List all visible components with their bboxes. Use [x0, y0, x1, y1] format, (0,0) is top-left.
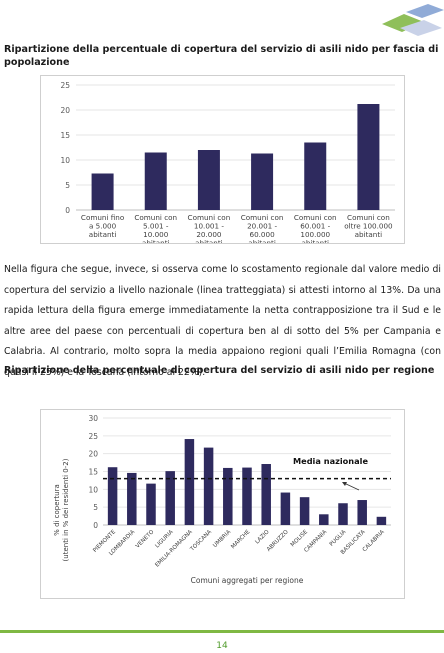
chart-population-bracket: 0 5 10 15 20 25 Comuni fino a 5.000 abitanti Comu… [40, 75, 405, 244]
bar [338, 503, 348, 525]
chart1-section-title: Ripartizione della percentuale di copert… [4, 44, 439, 68]
bar [127, 472, 137, 525]
logo [376, 0, 444, 40]
x-tick-label: Comuni con 20.001 -60.000 abitanti [241, 213, 284, 243]
x-tick-label: Comuni fino a 5.000 abitanti [81, 213, 124, 239]
bar [165, 471, 175, 525]
x-tick-label: Comuni con oltre 100.000 abitanti [344, 213, 393, 239]
y-tick-label: 15 [60, 131, 70, 140]
bar [144, 152, 167, 210]
bar [261, 464, 271, 525]
bar [357, 104, 380, 210]
y-tick-label: 10 [60, 156, 70, 165]
y-tick-label: 20 [88, 450, 98, 459]
bar [223, 467, 233, 525]
bar [280, 492, 291, 525]
bar [203, 447, 214, 525]
bar [91, 173, 114, 210]
footer-line [0, 630, 444, 633]
x-tick-label: VENETO [135, 529, 156, 550]
y-axis-title: % di copertura(utenti in % dei residenti… [53, 458, 70, 561]
reference-arrow-icon [343, 482, 360, 491]
bar [299, 497, 310, 525]
y-tick-label: 5 [65, 181, 70, 190]
x-tick-label: Comuni con 10.001 -20.000 abitanti [188, 213, 231, 243]
y-tick-label: 10 [88, 485, 98, 494]
bar [319, 514, 329, 525]
bar [376, 516, 387, 525]
x-tick-label: LAZIO [254, 529, 271, 546]
chart-region-coverage: 0 5 10 15 20 25 30 PIEMONTE LOMBARDIA VENETO LIGUR… [40, 409, 405, 599]
y-tick-label: 5 [93, 503, 98, 512]
bar [304, 142, 327, 210]
bar [146, 483, 156, 525]
chart-population-bracket-svg: 0 5 10 15 20 25 Comuni fino a 5.000 abitanti Comu… [60, 81, 395, 243]
x-axis-title: Comuni aggregati per regione [191, 576, 304, 585]
bar [242, 467, 252, 525]
x-tick-label: EMILIA-ROMAGNA [154, 529, 193, 569]
y-tick-label: 20 [60, 106, 70, 115]
bar [184, 439, 195, 525]
x-tick-label: PUGLIA [329, 529, 348, 548]
x-tick-label: Comuni con 5.001 -10.000 abitanti [134, 213, 177, 243]
y-tick-label: 25 [60, 81, 70, 90]
y-tick-label: 30 [88, 414, 98, 423]
reference-arrowhead-icon [342, 482, 347, 486]
page-number: 14 [216, 641, 228, 651]
body-paragraph: Nella figura che segue, invece, si osser… [4, 264, 441, 378]
x-tick-label: MARCHE [230, 529, 251, 550]
bar [357, 500, 367, 525]
x-tick-label: Comuni con 60.001 -100.000 abitanti [294, 213, 337, 243]
y-tick-label: 0 [93, 521, 98, 530]
logo-shapes-icon [382, 4, 444, 36]
y-tick-label: 0 [65, 206, 70, 215]
y-tick-label: 25 [88, 432, 98, 441]
chart2-section-title: Ripartizione della percentuale di copert… [4, 365, 435, 376]
y-tick-label: 15 [88, 468, 98, 477]
bar [197, 150, 220, 210]
x-tick-label: ABRUZZO [266, 529, 290, 553]
bar [251, 153, 274, 210]
bar [107, 467, 118, 525]
reference-line-label: Media nazionale [293, 456, 368, 466]
